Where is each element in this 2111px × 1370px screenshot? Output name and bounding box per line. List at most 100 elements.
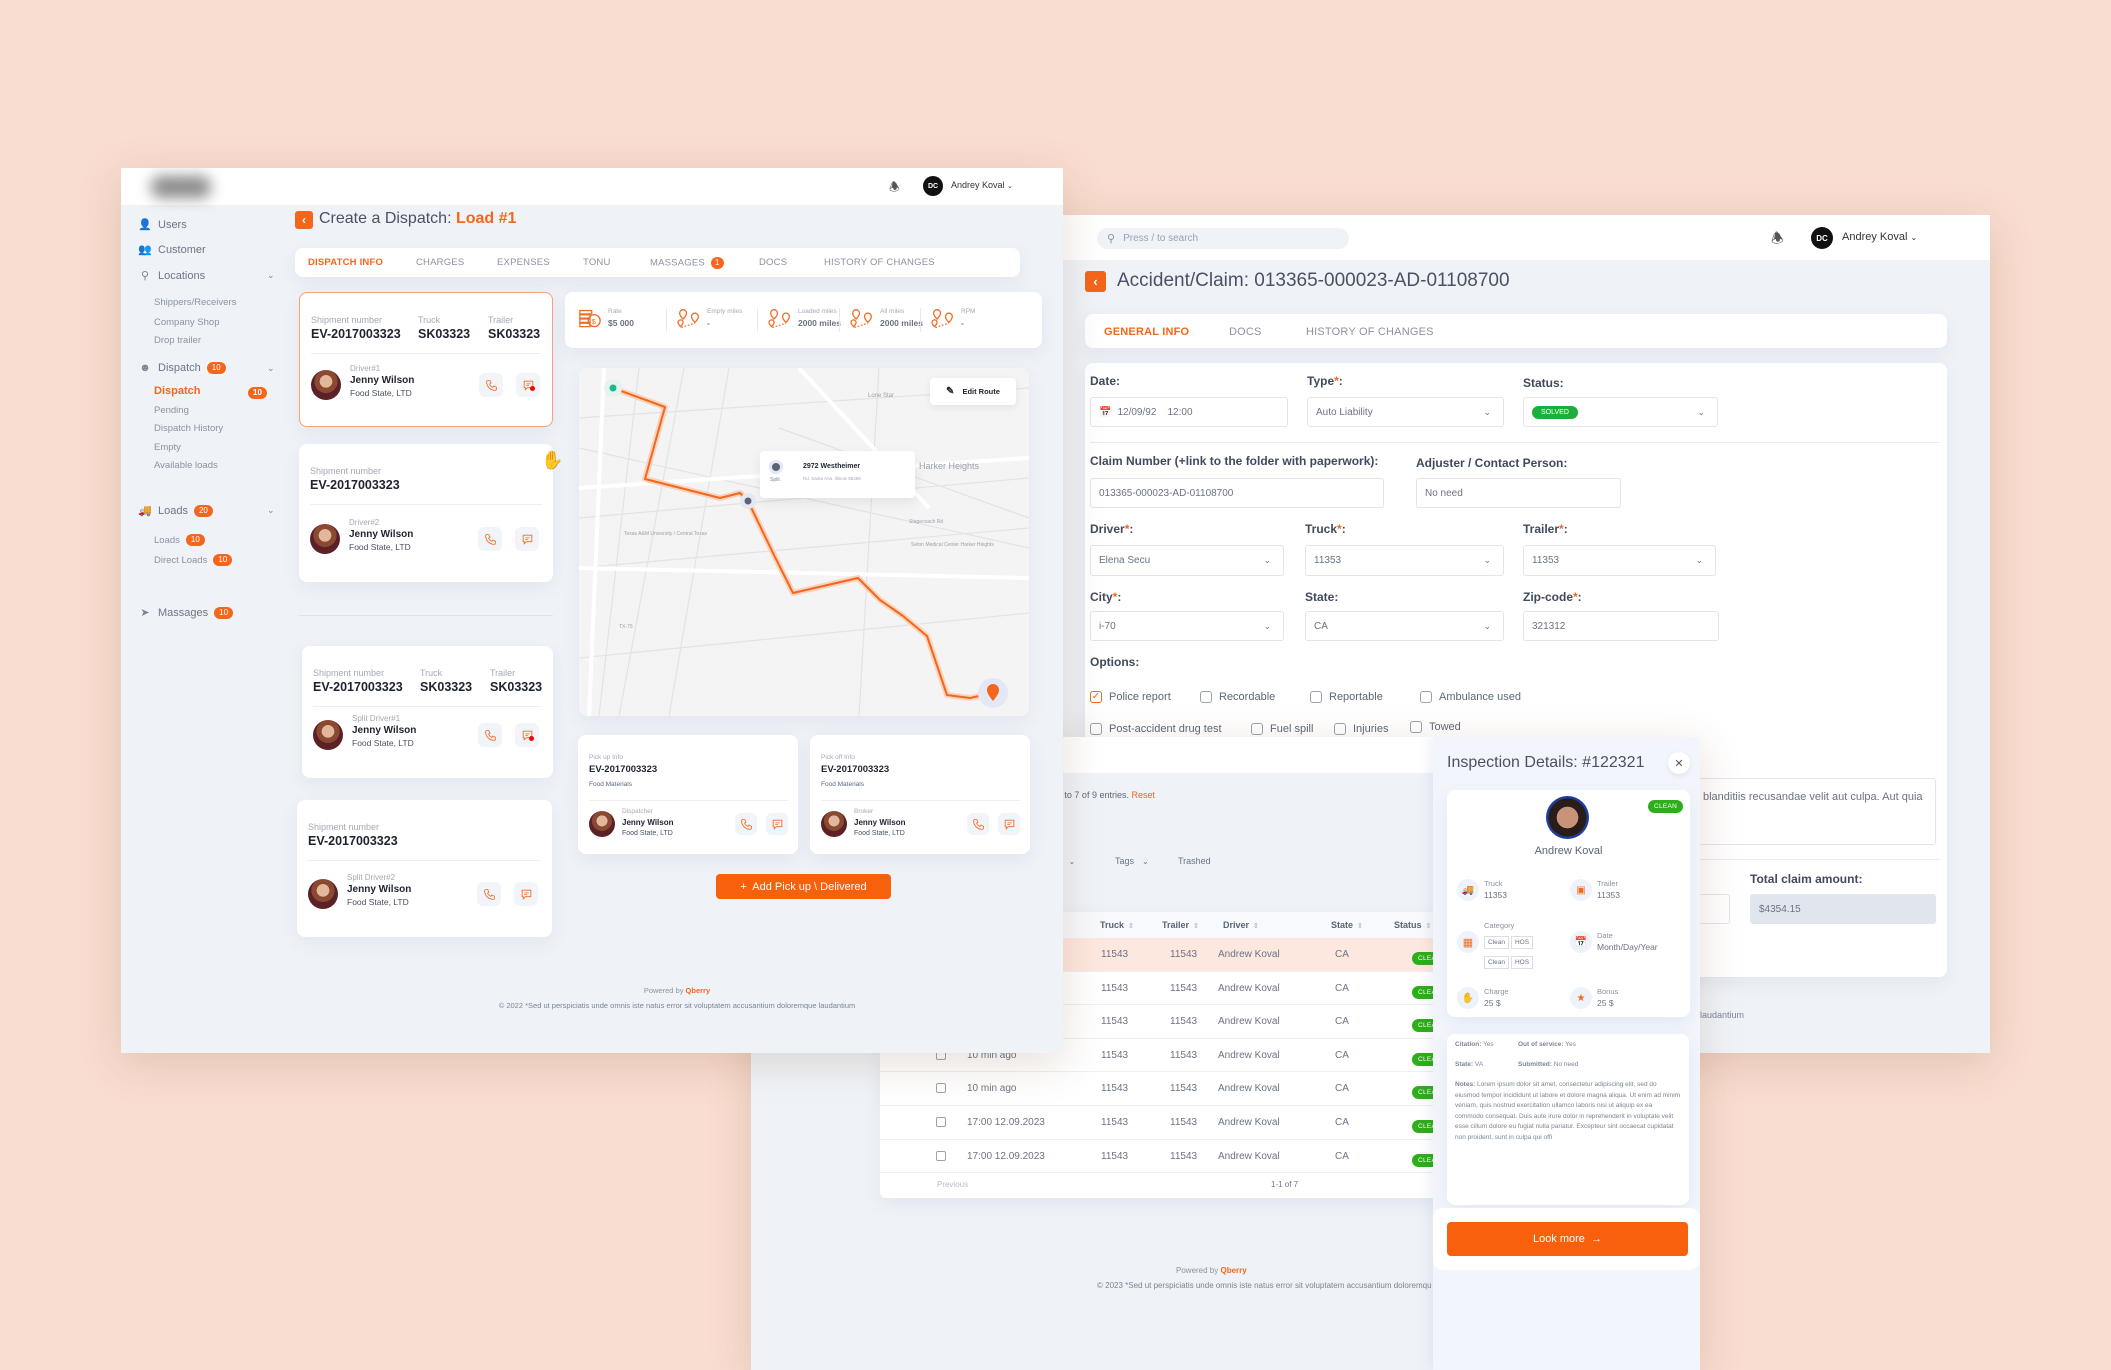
row-checkbox[interactable] (936, 1083, 946, 1094)
sidebar-item-company-shop-sub[interactable]: Company Shop (154, 317, 219, 328)
call-button[interactable] (478, 723, 502, 747)
bell-icon[interactable]: 🕭 (1771, 230, 1784, 246)
close-button[interactable]: ✕ (1668, 752, 1690, 774)
stop-card[interactable]: Pick up Info EV-2017003323 Food Materials D… (578, 735, 798, 854)
option-checkbox-post-accident-drug-test[interactable]: Post-accident drug test (1090, 723, 1222, 735)
filter-trashed[interactable]: Trashed (1178, 856, 1211, 866)
tab-charges[interactable]: CHARGES (416, 257, 464, 268)
adjuster-field[interactable]: No need (1416, 478, 1621, 508)
message-button[interactable] (515, 527, 539, 551)
pagination-previous[interactable]: Previous (937, 1180, 969, 1189)
bell-icon[interactable]: 🕭 (889, 180, 900, 194)
option-checkbox-police-report[interactable]: ✓ Police report (1090, 691, 1171, 703)
sidebar-item-available-loads-sub[interactable]: Available loads (154, 460, 218, 471)
call-button[interactable] (478, 527, 502, 551)
brand-link[interactable]: Qberry (1220, 1266, 1247, 1275)
user-avatar[interactable]: DC (1811, 227, 1833, 249)
checkbox-icon[interactable] (1251, 723, 1263, 735)
truck-select[interactable]: 11353 ⌄ (1305, 545, 1504, 576)
tab-docs[interactable]: DOCS (1229, 326, 1262, 338)
column-header-status[interactable]: Status ⇕ (1394, 920, 1431, 930)
sidebar-item-locations[interactable]: ⚲ Locations (137, 269, 205, 283)
user-avatar[interactable]: DC (923, 176, 943, 196)
chevron-down-icon[interactable]: ⌄ (267, 270, 275, 280)
table-row[interactable]: 17:00 12.09.2023 11543 11543 Andrew Koval CA… (880, 1139, 1448, 1174)
option-checkbox-injuries[interactable]: Injuries (1334, 723, 1388, 735)
message-button[interactable] (766, 813, 788, 835)
user-menu[interactable]: Andrey Koval ⌄ (951, 180, 1013, 190)
option-checkbox-reportable[interactable]: Reportable (1310, 691, 1383, 703)
user-menu[interactable]: Andrey Koval ⌄ (1842, 231, 1917, 243)
checkbox-icon[interactable] (1200, 691, 1212, 703)
call-button[interactable] (477, 882, 501, 906)
sidebar-item-loads-sub[interactable]: Loads 10 (154, 534, 205, 546)
message-button[interactable] (998, 813, 1020, 835)
message-button[interactable] (516, 373, 540, 397)
sidebar-item-pending-sub[interactable]: Pending (154, 405, 189, 416)
reset-link[interactable]: Reset (1131, 790, 1155, 800)
call-button[interactable] (967, 813, 989, 835)
column-header-truck[interactable]: Truck ⇕ (1100, 920, 1134, 930)
driver-card[interactable]: Shipment number EV-2017003323 Truck SK03323… (302, 646, 553, 778)
look-more-button[interactable]: Look more → (1447, 1222, 1688, 1256)
brand-link[interactable]: Qberry (685, 986, 711, 995)
tab-massages[interactable]: MASSAGES 1 (650, 257, 724, 269)
tab-history-of-changes[interactable]: HISTORY OF CHANGES (824, 257, 935, 268)
city-select[interactable]: i-70 ⌄ (1090, 611, 1284, 641)
column-header-trailer[interactable]: Trailer ⇕ (1162, 920, 1199, 930)
checkbox-icon[interactable] (1410, 721, 1422, 733)
claim-number-field[interactable]: 013365-000023-AD-01108700 (1090, 478, 1384, 508)
tab-expenses[interactable]: EXPENSES (497, 257, 550, 268)
tab-general-info[interactable]: GENERAL INFO (1104, 326, 1190, 338)
zip-field[interactable]: 321312 (1523, 611, 1719, 641)
message-button[interactable] (515, 723, 539, 747)
tab-dispatch-info[interactable]: DISPATCH INFO (308, 257, 383, 268)
date-field[interactable]: 📅 12/09/92 12:00 (1090, 397, 1288, 427)
trailer-select[interactable]: 11353 ⌄ (1523, 545, 1716, 576)
add-pickup-delivered-button[interactable]: + Add Pick up \ Delivered (716, 874, 891, 899)
option-checkbox-ambulance-used[interactable]: Ambulance used (1420, 691, 1521, 703)
edit-route-button[interactable]: ✎ Edit Route (930, 378, 1016, 405)
state-select[interactable]: CA ⌄ (1305, 611, 1504, 641)
driver-card[interactable]: Shipment number EV-2017003323 Split Driver… (297, 800, 552, 937)
row-checkbox[interactable] (936, 1150, 946, 1161)
sidebar-item-shippers-receivers-sub[interactable]: Shippers/Receivers (154, 297, 236, 308)
checkbox-icon[interactable] (1090, 723, 1102, 735)
option-checkbox-fuel-spill[interactable]: Fuel spill (1251, 723, 1313, 735)
back-button[interactable]: ‹ (1085, 271, 1106, 292)
route-map[interactable]: Harker Heights Lone Star Texas A&M Univers… (579, 368, 1029, 716)
sidebar-item-empty-sub[interactable]: Empty (154, 442, 181, 453)
sidebar-item-dispatch-sub[interactable]: Dispatch 10 (154, 385, 267, 399)
table-row[interactable]: 10 min ago 11543 11543 Andrew Koval CA CLEAN (880, 1072, 1448, 1106)
checkbox-icon[interactable] (1310, 691, 1322, 703)
tab-docs[interactable]: DOCS (759, 257, 787, 268)
sidebar-item-drop-trailer-sub[interactable]: Drop trailer (154, 335, 201, 346)
stop-card[interactable]: Pick off Info EV-2017003323 Food Materials… (810, 735, 1030, 854)
driver-select[interactable]: Elena Secu ⌄ (1090, 545, 1284, 576)
table-row[interactable]: 17:00 12.09.2023 11543 11543 Andrew Koval CA… (880, 1106, 1448, 1140)
search-input[interactable]: ⚲ Press / to search (1097, 228, 1349, 249)
column-header-state[interactable]: State ⇕ (1331, 920, 1363, 930)
sidebar-item-direct-loads-sub[interactable]: Direct Loads 10 (154, 554, 233, 566)
sidebar-item-dispatch[interactable]: ☻ Dispatch 10 (137, 362, 226, 374)
sidebar-item-users[interactable]: 👤 Users (137, 218, 187, 232)
map-canvas[interactable]: Harker Heights Lone Star Texas A&M Univers… (579, 368, 1029, 716)
back-button[interactable]: ‹ (295, 211, 313, 229)
sidebar-item-massages[interactable]: ➤ Massages 10 (137, 606, 234, 619)
sidebar-item-dispatch-history-sub[interactable]: Dispatch History (154, 423, 223, 434)
driver-card[interactable]: Shipment number EV-2017003323 Driver#2 Jenn… (299, 444, 553, 582)
call-button[interactable] (479, 373, 503, 397)
status-select[interactable]: SOLVED ⌄ (1523, 397, 1718, 427)
call-button[interactable] (735, 813, 757, 835)
message-button[interactable] (514, 882, 538, 906)
checkbox-icon[interactable] (1334, 723, 1346, 735)
row-checkbox[interactable] (936, 1117, 946, 1127)
chevron-down-icon[interactable]: ⌄ (267, 363, 275, 373)
checkbox-icon[interactable] (1420, 691, 1432, 703)
driver-card[interactable]: Shipment number EV-2017003323 Truck SK03323… (299, 292, 553, 427)
option-checkbox-towed[interactable]: Towed (1410, 721, 1461, 733)
chevron-down-icon[interactable]: ⌄ (267, 505, 275, 515)
sidebar-item-customer[interactable]: 👥 Customer (137, 243, 206, 257)
checkbox-checked-icon[interactable]: ✓ (1090, 691, 1102, 703)
filter-tags[interactable]: Tags ⌄ (1115, 856, 1149, 866)
